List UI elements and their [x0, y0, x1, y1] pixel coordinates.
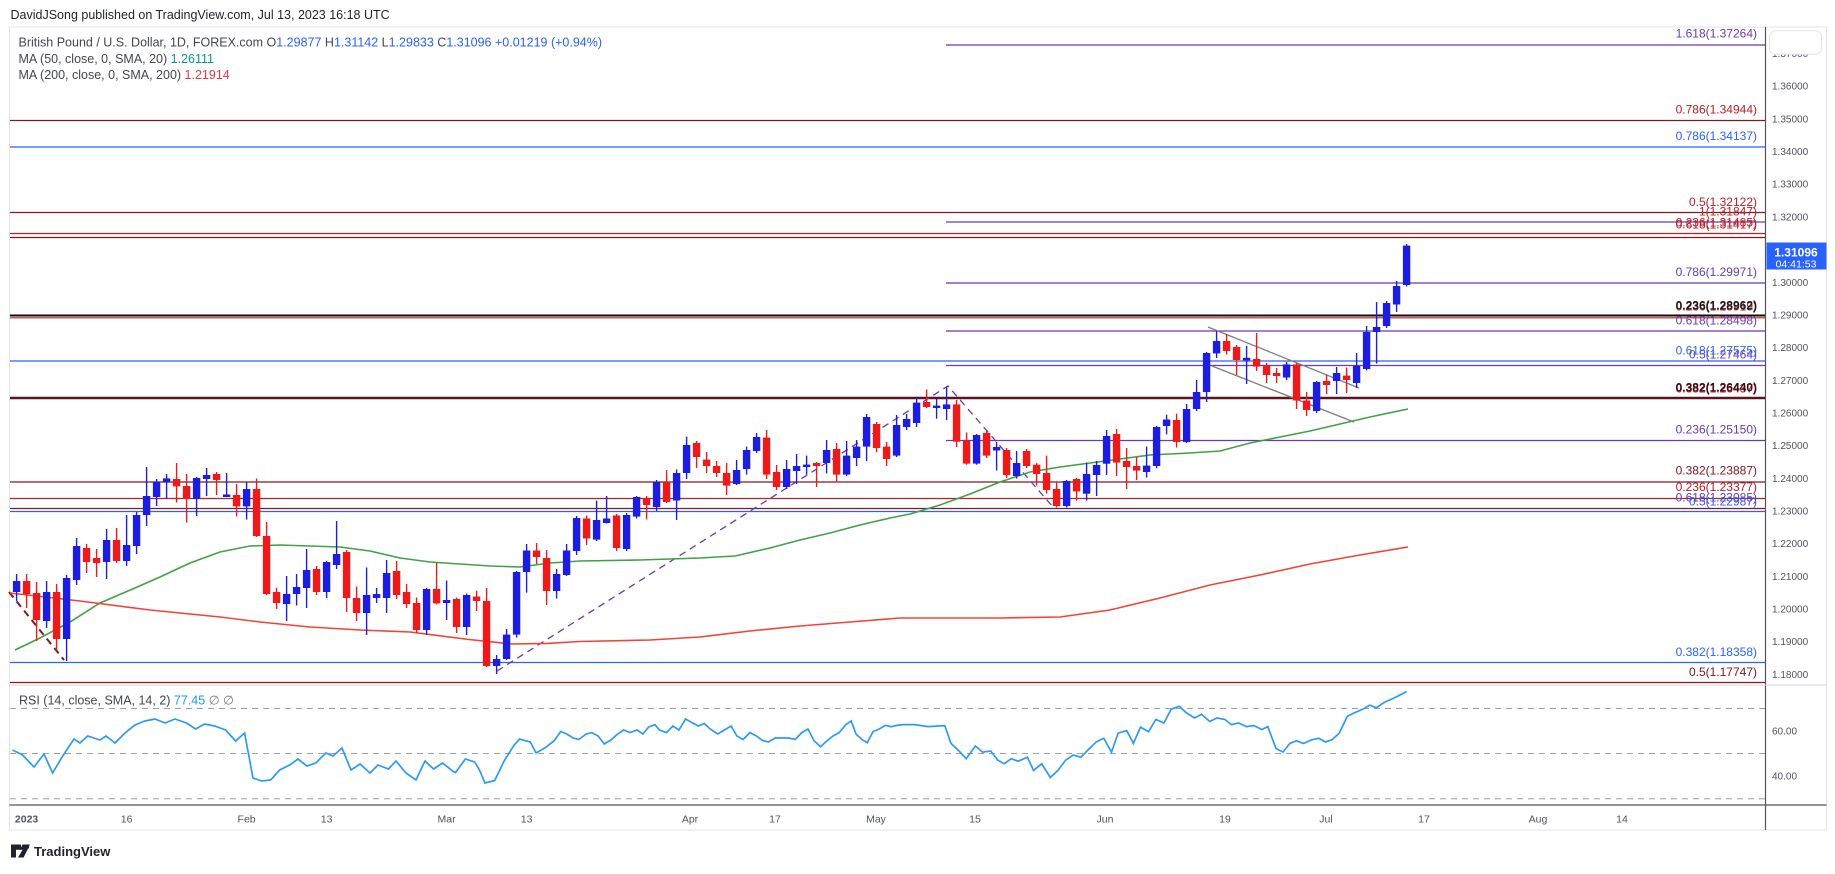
svg-text:19: 19 [1219, 814, 1231, 826]
svg-text:Jul: Jul [1319, 814, 1332, 826]
svg-text:04:41:53: 04:41:53 [1776, 259, 1817, 271]
svg-text:0.618(1.28498): 0.618(1.28498) [1676, 314, 1757, 328]
svg-text:1.32000: 1.32000 [1772, 212, 1809, 223]
svg-text:0.236(1.23377): 0.236(1.23377) [1676, 480, 1757, 494]
svg-text:0.5(1.17747): 0.5(1.17747) [1689, 665, 1757, 679]
svg-text:0.786(1.29971): 0.786(1.29971) [1676, 265, 1757, 279]
svg-text:TradingView: TradingView [34, 844, 111, 859]
svg-text:1.28000: 1.28000 [1772, 343, 1809, 354]
svg-text:40.00: 40.00 [1772, 772, 1797, 783]
svg-text:1.24000: 1.24000 [1772, 474, 1809, 485]
svg-text:1.20000: 1.20000 [1772, 605, 1809, 616]
svg-text:0.786(1.34137): 0.786(1.34137) [1676, 129, 1757, 143]
svg-text:1.27000: 1.27000 [1772, 376, 1809, 387]
svg-text:17: 17 [1418, 814, 1430, 826]
svg-text:0.5(1.22987): 0.5(1.22987) [1689, 495, 1757, 509]
svg-text:1.35000: 1.35000 [1772, 114, 1809, 125]
svg-text:1.23000: 1.23000 [1772, 506, 1809, 517]
svg-text:16: 16 [121, 814, 133, 826]
svg-text:0.382(1.26440): 0.382(1.26440) [1676, 381, 1757, 395]
svg-text:2023: 2023 [15, 814, 39, 826]
svg-text:MA (50, close, 0, SMA, 20) 1.: MA (50, close, 0, SMA, 20) 1.26111 [19, 52, 215, 66]
svg-text:British Pound / U.S. Dollar, 1: British Pound / U.S. Dollar, 1D, FOREX.c… [19, 36, 603, 50]
svg-text:0.618(1.27575): 0.618(1.27575) [1676, 344, 1757, 358]
svg-text:1.21000: 1.21000 [1772, 572, 1809, 583]
svg-text:RSI (14, close, SMA, 14, 2) 77: RSI (14, close, SMA, 14, 2) 77.45 ∅ ∅ [19, 694, 234, 708]
svg-text:MA (200, close, 0, SMA, 200): MA (200, close, 0, SMA, 200) 1.21914 [19, 68, 230, 82]
svg-text:Aug: Aug [1529, 814, 1548, 826]
svg-text:Jun: Jun [1097, 814, 1114, 826]
svg-text:13: 13 [321, 814, 333, 826]
svg-text:1.19000: 1.19000 [1772, 637, 1809, 648]
svg-text:0.382(1.23887): 0.382(1.23887) [1676, 464, 1757, 478]
svg-text:1.26000: 1.26000 [1772, 408, 1809, 419]
svg-text:1.29000: 1.29000 [1772, 310, 1809, 321]
svg-text:1.30000: 1.30000 [1772, 278, 1809, 289]
svg-text:DavidJSong published on Tradin: DavidJSong published on TradingView.com,… [11, 8, 390, 22]
svg-text:1.22000: 1.22000 [1772, 539, 1809, 550]
svg-text:1.18000: 1.18000 [1772, 670, 1809, 681]
svg-text:1.25000: 1.25000 [1772, 441, 1809, 452]
svg-text:Feb: Feb [238, 814, 256, 826]
svg-text:Mar: Mar [438, 814, 457, 826]
svg-text:17: 17 [769, 814, 781, 826]
svg-text:0.236(1.28962): 0.236(1.28962) [1676, 299, 1757, 313]
svg-text:0.236(1.31485): 0.236(1.31485) [1676, 216, 1757, 230]
svg-text:0.236(1.28919): 0.236(1.28919) [1676, 300, 1757, 314]
svg-text:15: 15 [969, 814, 981, 826]
svg-text:0.382(1.26437): 0.382(1.26437) [1676, 382, 1757, 396]
svg-text:60.00: 60.00 [1772, 727, 1797, 738]
svg-text:0.236(1.25150): 0.236(1.25150) [1676, 423, 1757, 437]
svg-text:1.34000: 1.34000 [1772, 147, 1809, 158]
svg-text:0.382(1.18358): 0.382(1.18358) [1676, 645, 1757, 659]
svg-text:1.36000: 1.36000 [1772, 82, 1809, 93]
svg-text:Apr: Apr [682, 814, 699, 826]
svg-text:0.786(1.34944): 0.786(1.34944) [1676, 103, 1757, 117]
svg-text:1.33000: 1.33000 [1772, 180, 1809, 191]
svg-text:May: May [866, 814, 887, 826]
svg-text:0.618(1.23085): 0.618(1.23085) [1676, 491, 1757, 505]
svg-text:0.5(1.32122): 0.5(1.32122) [1689, 195, 1757, 209]
svg-text:1(1.31847): 1(1.31847) [1699, 205, 1757, 219]
svg-text:14: 14 [1616, 814, 1628, 826]
svg-text:1.618(1.37264): 1.618(1.37264) [1676, 27, 1757, 41]
svg-text:1.31096: 1.31096 [1774, 246, 1818, 260]
svg-text:0.5(1.27464): 0.5(1.27464) [1689, 348, 1757, 362]
svg-text:0.618(1.31417): 0.618(1.31417) [1676, 218, 1757, 232]
svg-text:13: 13 [521, 814, 533, 826]
